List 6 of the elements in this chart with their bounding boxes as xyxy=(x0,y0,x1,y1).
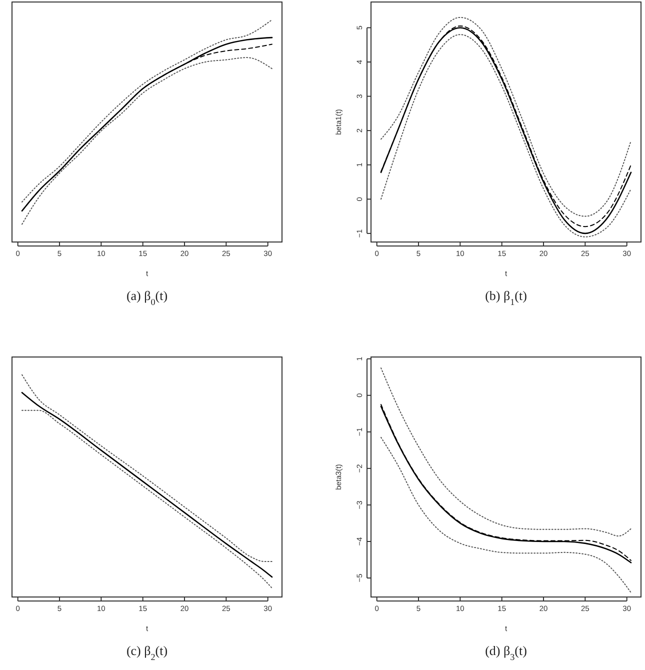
text: (a) β$_{0}$(t) xyxy=(126,288,168,307)
text: (d) β$_{3}$(t) xyxy=(485,643,527,662)
line-series xyxy=(380,367,632,536)
text: (b) β$_{1}$(t) xyxy=(485,288,527,307)
line-series xyxy=(380,436,632,594)
text: (c) β$_{2}$(t) xyxy=(126,643,168,662)
